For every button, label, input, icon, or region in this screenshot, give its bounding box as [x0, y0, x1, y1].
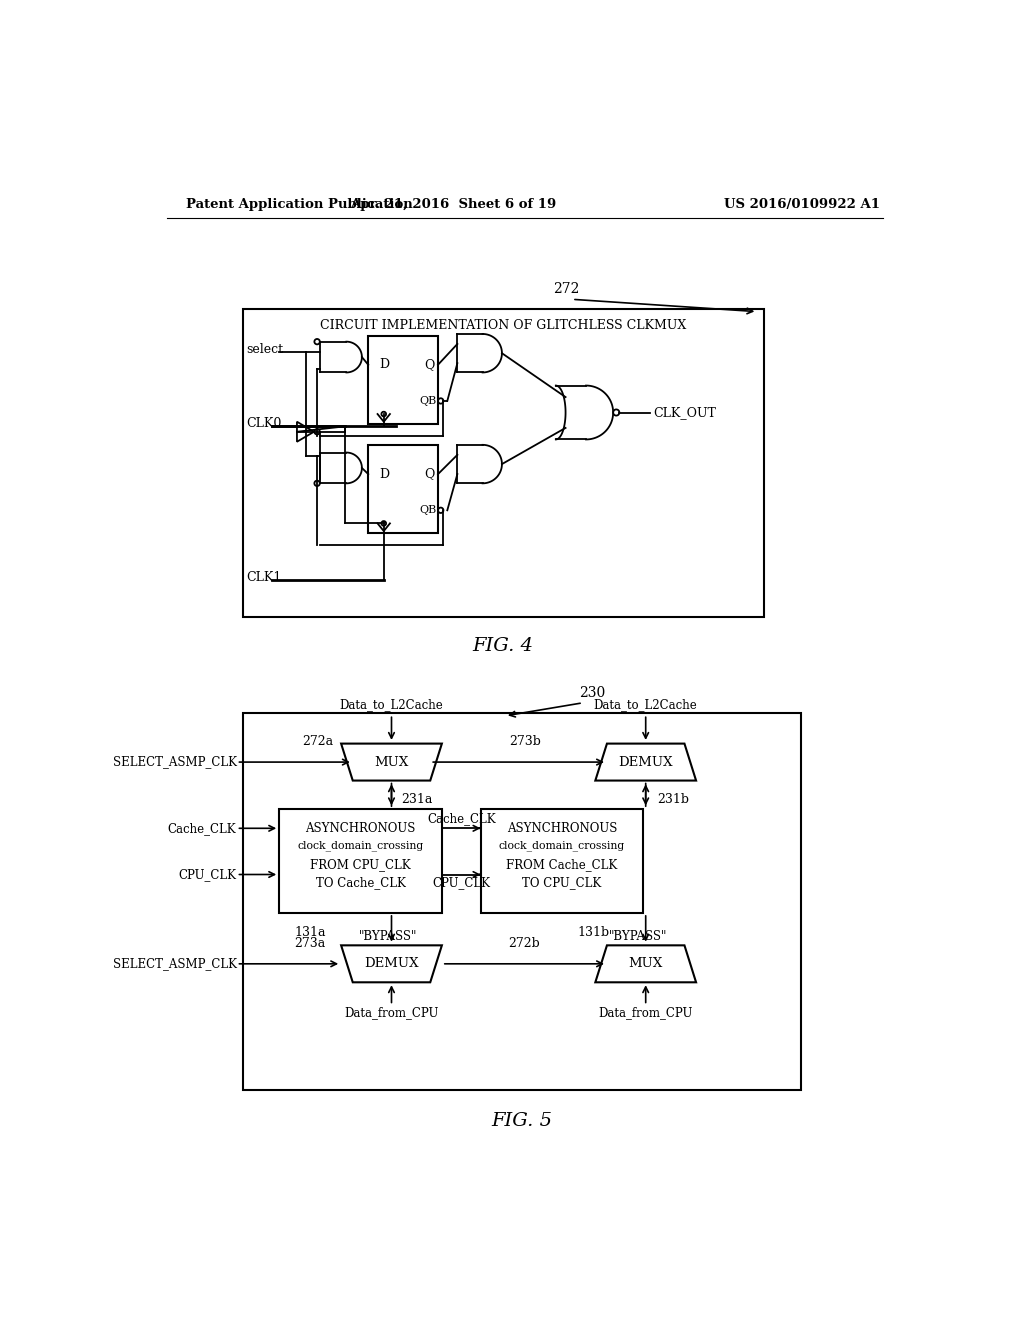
Text: "BYPASS": "BYPASS"	[608, 929, 667, 942]
Text: MUX: MUX	[375, 755, 409, 768]
Text: CLK1: CLK1	[247, 570, 282, 583]
Bar	[243, 309, 764, 616]
Text: 273a: 273a	[295, 936, 326, 949]
Text: 231a: 231a	[401, 792, 433, 805]
Text: Data_from_CPU: Data_from_CPU	[344, 1007, 438, 1019]
Bar	[280, 809, 442, 913]
Text: DEMUX: DEMUX	[618, 755, 673, 768]
Text: Patent Application Publication: Patent Application Publication	[186, 198, 413, 211]
Text: "BYPASS": "BYPASS"	[359, 929, 418, 942]
Text: FROM CPU_CLK: FROM CPU_CLK	[310, 858, 411, 871]
Text: SELECT_ASMP_CLK: SELECT_ASMP_CLK	[113, 957, 237, 970]
Text: TO CPU_CLK: TO CPU_CLK	[522, 876, 602, 890]
Bar	[480, 809, 643, 913]
Text: CPU_CLK: CPU_CLK	[432, 875, 490, 888]
Text: US 2016/0109922 A1: US 2016/0109922 A1	[724, 198, 881, 211]
Text: clock_domain_crossing: clock_domain_crossing	[297, 841, 424, 851]
Bar	[369, 445, 438, 533]
Text: D: D	[379, 467, 389, 480]
Text: 273b: 273b	[509, 735, 541, 748]
Text: Data_to_L2Cache: Data_to_L2Cache	[340, 698, 443, 711]
Text: FIG. 4: FIG. 4	[473, 636, 534, 655]
Text: D: D	[379, 358, 389, 371]
Text: Cache_CLK: Cache_CLK	[427, 813, 496, 825]
Text: CIRCUIT IMPLEMENTATION OF GLITCHLESS CLKMUX: CIRCUIT IMPLEMENTATION OF GLITCHLESS CLK…	[319, 319, 686, 333]
Text: Q: Q	[424, 467, 434, 480]
Text: Q: Q	[424, 358, 434, 371]
Text: 230: 230	[579, 686, 605, 701]
Text: 131b: 131b	[578, 925, 609, 939]
Bar	[369, 335, 438, 424]
Bar	[243, 713, 801, 1090]
Text: QB: QB	[420, 396, 436, 407]
Text: CPU_CLK: CPU_CLK	[178, 869, 237, 880]
Text: FIG. 5: FIG. 5	[492, 1111, 552, 1130]
Text: clock_domain_crossing: clock_domain_crossing	[499, 841, 625, 851]
Text: SELECT_ASMP_CLK: SELECT_ASMP_CLK	[113, 755, 237, 768]
Text: DEMUX: DEMUX	[365, 957, 419, 970]
Text: MUX: MUX	[629, 957, 663, 970]
Text: FROM Cache_CLK: FROM Cache_CLK	[507, 858, 617, 871]
Text: 272a: 272a	[302, 735, 334, 748]
Text: CLK_OUT: CLK_OUT	[653, 407, 717, 418]
Text: 131a: 131a	[295, 925, 326, 939]
Text: 272: 272	[553, 282, 579, 296]
Text: ASYNCHRONOUS: ASYNCHRONOUS	[507, 822, 617, 834]
Text: CLK0: CLK0	[247, 417, 282, 430]
Text: Apr. 21, 2016  Sheet 6 of 19: Apr. 21, 2016 Sheet 6 of 19	[350, 198, 557, 211]
Text: 231b: 231b	[657, 792, 689, 805]
Text: Data_from_CPU: Data_from_CPU	[598, 1007, 693, 1019]
Text: Data_to_L2Cache: Data_to_L2Cache	[594, 698, 697, 711]
Text: Cache_CLK: Cache_CLK	[168, 822, 237, 834]
Text: select: select	[247, 343, 284, 356]
Text: ASYNCHRONOUS: ASYNCHRONOUS	[305, 822, 416, 834]
Text: TO Cache_CLK: TO Cache_CLK	[315, 876, 406, 890]
Text: 272b: 272b	[508, 936, 540, 949]
Text: QB: QB	[420, 506, 436, 515]
